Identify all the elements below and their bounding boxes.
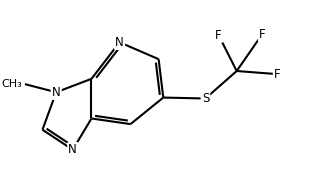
Text: S: S xyxy=(202,92,209,105)
Text: F: F xyxy=(259,28,265,41)
Text: CH₃: CH₃ xyxy=(2,79,22,89)
Text: F: F xyxy=(274,68,281,81)
Text: F: F xyxy=(215,29,222,42)
Text: N: N xyxy=(52,86,61,99)
Text: N: N xyxy=(115,36,124,49)
Text: N: N xyxy=(68,143,77,156)
